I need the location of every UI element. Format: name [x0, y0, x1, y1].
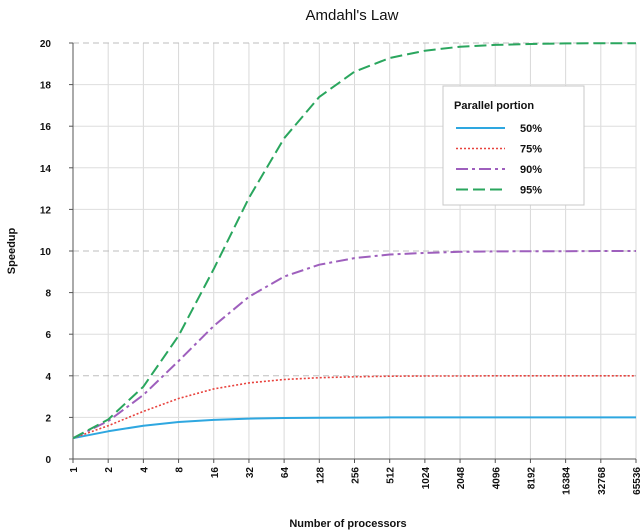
axes	[69, 42, 637, 463]
legend-box	[442, 85, 585, 206]
x-tick-label: 8192	[526, 467, 537, 490]
y-tick-label: 0	[45, 455, 51, 466]
x-tick-label: 512	[386, 467, 397, 484]
x-tick-label: 4096	[491, 467, 502, 490]
legend-entry-label: 95%	[520, 185, 542, 197]
x-tick-label: 32768	[597, 467, 608, 495]
series-line-50pct	[72, 416, 636, 440]
series-line-75pct	[72, 374, 636, 439]
y-axis-label: Speedup	[6, 227, 18, 274]
x-tick-label: 2048	[456, 467, 467, 490]
chart-title: Amdahl's Law	[306, 7, 399, 24]
y-tick-label: 20	[40, 39, 52, 50]
y-tick-label: 2	[45, 413, 51, 424]
x-tick-label: 1	[69, 467, 80, 473]
legend-entry-label: 90%	[520, 164, 542, 176]
x-tick-label: 32	[245, 467, 256, 479]
y-tick-label: 6	[45, 330, 51, 341]
legend-entry-label: 75%	[520, 144, 542, 156]
x-tick-label: 64	[280, 467, 291, 479]
y-tick-label: 18	[40, 81, 52, 92]
x-axis-label: Number of processors	[289, 518, 406, 530]
x-tick-label: 1024	[421, 467, 432, 490]
x-tick-label: 2	[104, 467, 115, 473]
legend: Parallel portion 50% 75% 90% 95%	[442, 85, 585, 206]
x-tick-label: 65536	[632, 467, 643, 495]
y-tick-label: 16	[40, 122, 52, 133]
x-tick-label: 128	[315, 467, 326, 484]
x-tick-label: 16	[210, 467, 221, 479]
x-tick-label: 4	[139, 467, 150, 473]
series-lines	[72, 42, 636, 440]
x-tick-label: 256	[351, 467, 362, 484]
series-line-90pct	[72, 250, 636, 440]
series-line-95pct	[72, 42, 636, 440]
x-tick-label: 16384	[562, 467, 573, 495]
y-tick-label: 4	[45, 372, 51, 383]
legend-title: Parallel portion	[454, 100, 534, 112]
y-tick-label: 8	[45, 289, 51, 300]
y-tick-labels: 0 2 4 6 8 10 12 14 16 18 20	[40, 39, 52, 466]
x-tick-labels: 1 2 4 8 16 32 64 128 256 512 1024 2048 4096 8192 16384…	[69, 467, 643, 495]
legend-entry-label: 50%	[520, 123, 542, 135]
y-tick-label: 14	[40, 164, 52, 175]
y-tick-label: 10	[40, 247, 52, 258]
y-tick-label: 12	[40, 205, 52, 216]
x-tick-label: 8	[175, 467, 186, 473]
